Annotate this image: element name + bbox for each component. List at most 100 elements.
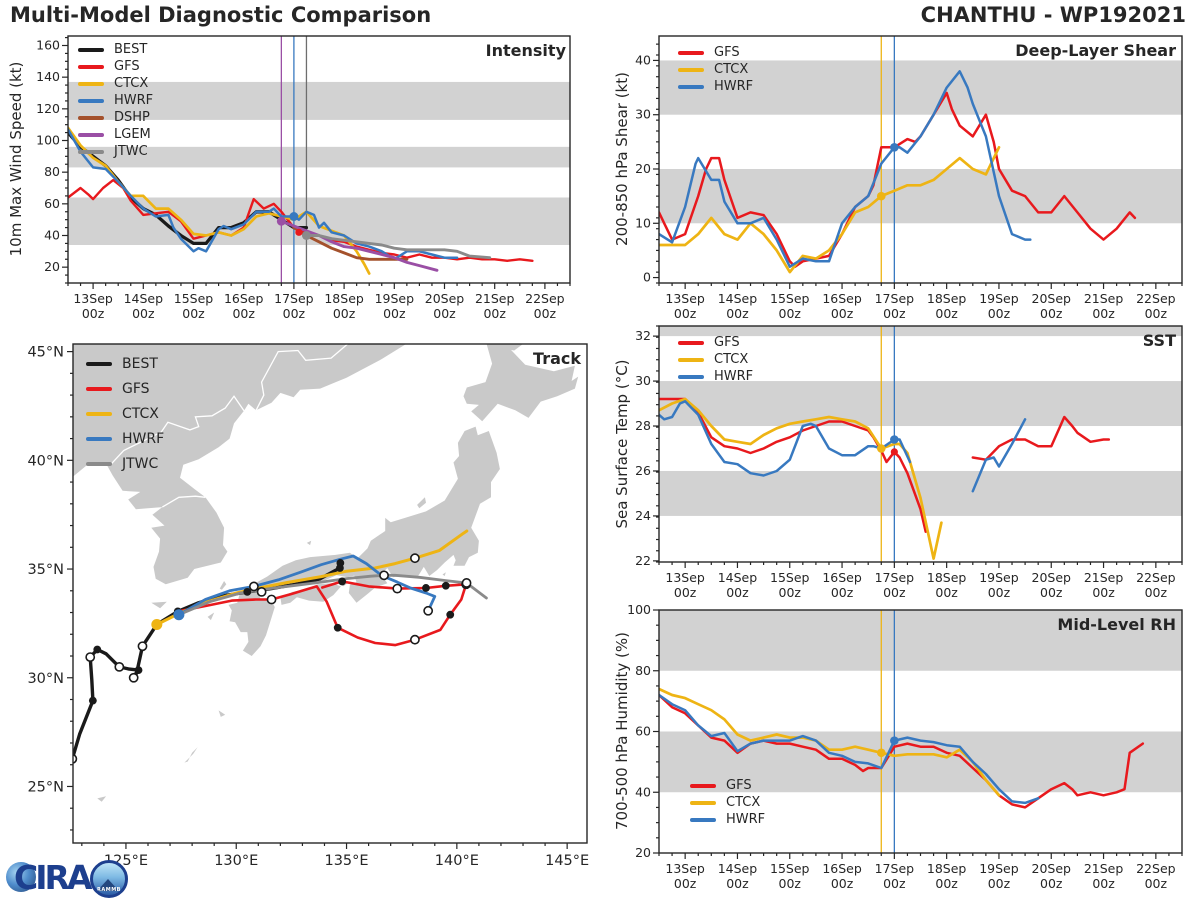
model-start-marker: [173, 609, 185, 621]
sst-series-HWRF: [659, 400, 912, 477]
legend-label: GFS: [114, 59, 140, 74]
legend-entry-DSHP: DSHP: [78, 109, 153, 126]
intensity-ylabel: 10m Max Wind Speed (kt): [7, 61, 25, 257]
svg-text:18Sep: 18Sep: [324, 291, 364, 306]
svg-text:10: 10: [635, 215, 651, 230]
svg-text:100: 100: [36, 133, 60, 148]
svg-text:145°E: 145°E: [545, 853, 589, 869]
svg-text:20Sep: 20Sep: [425, 291, 465, 306]
legend-label: HWRF: [714, 369, 754, 384]
position-marker-open: [266, 594, 277, 605]
legend-entry-JTWC: JTWC: [86, 451, 164, 476]
position-marker-open: [128, 672, 139, 683]
legend-swatch: [678, 340, 704, 345]
legend-label: HWRF: [122, 430, 165, 447]
svg-text:00z: 00z: [779, 876, 802, 891]
svg-text:35°N: 35°N: [27, 562, 64, 578]
landmass: [218, 710, 226, 717]
legend-swatch: [78, 132, 104, 137]
svg-text:00z: 00z: [1145, 306, 1168, 321]
sst-series-CTCX: [659, 397, 943, 560]
legend-label: CTCX: [714, 62, 749, 77]
svg-text:30°N: 30°N: [27, 671, 64, 687]
svg-text:00z: 00z: [831, 876, 854, 891]
svg-text:00z: 00z: [779, 585, 802, 600]
track-map-panel: [73, 344, 579, 802]
sst-init-dot: [890, 448, 898, 456]
svg-text:19Sep: 19Sep: [979, 570, 1019, 585]
position-marker-open: [248, 581, 259, 592]
svg-text:19Sep: 19Sep: [375, 291, 415, 306]
svg-text:00z: 00z: [333, 306, 356, 321]
position-marker-filled: [88, 696, 97, 705]
legend-entry-HWRF: HWRF: [78, 92, 153, 109]
svg-text:00z: 00z: [674, 876, 697, 891]
svg-text:00z: 00z: [935, 876, 958, 891]
svg-text:19Sep: 19Sep: [979, 861, 1019, 876]
position-marker-open: [85, 652, 96, 662]
svg-text:00z: 00z: [534, 306, 557, 321]
svg-text:00z: 00z: [1040, 876, 1063, 891]
svg-text:22Sep: 22Sep: [1136, 861, 1176, 876]
landmass: [184, 747, 198, 763]
svg-text:00z: 00z: [726, 876, 749, 891]
svg-text:00z: 00z: [1092, 585, 1115, 600]
shear-series-HWRF: [659, 70, 1032, 268]
rh-series-CTCX: [659, 687, 1001, 797]
position-marker-filled: [134, 666, 143, 675]
sst-series-HWRF: [971, 418, 1027, 493]
svg-text:16Sep: 16Sep: [822, 291, 862, 306]
svg-text:20: 20: [44, 259, 60, 274]
legend-label: HWRF: [114, 93, 154, 108]
legend-label: HWRF: [726, 812, 766, 827]
rh-panel-title: Mid-Level RH: [1057, 615, 1176, 634]
svg-text:00z: 00z: [433, 306, 456, 321]
position-marker-filled: [338, 577, 347, 586]
svg-text:00z: 00z: [283, 306, 306, 321]
svg-text:00z: 00z: [831, 306, 854, 321]
svg-text:40: 40: [44, 228, 60, 243]
svg-text:19Sep: 19Sep: [979, 291, 1019, 306]
svg-text:40°N: 40°N: [27, 453, 64, 469]
svg-text:00z: 00z: [483, 306, 506, 321]
svg-text:28: 28: [635, 418, 651, 433]
svg-text:00z: 00z: [1145, 585, 1168, 600]
shear-series-CTCX: [659, 145, 1001, 274]
svg-text:20Sep: 20Sep: [1032, 291, 1072, 306]
legend-label: GFS: [714, 335, 740, 350]
legend-entry-GFS: GFS: [86, 376, 164, 401]
svg-text:14Sep: 14Sep: [124, 291, 164, 306]
legend-swatch: [78, 47, 104, 52]
landmass: [501, 344, 523, 351]
position-marker-open: [423, 605, 434, 616]
position-marker-open: [256, 586, 267, 597]
landmass: [219, 581, 227, 590]
landmass: [306, 540, 312, 546]
position-marker-filled: [441, 581, 450, 590]
legend-swatch: [690, 817, 716, 822]
legend-swatch: [86, 361, 112, 366]
svg-text:21Sep: 21Sep: [1084, 570, 1124, 585]
svg-text:24: 24: [635, 508, 651, 523]
legend-entry-CTCX: CTCX: [86, 401, 164, 426]
rammb-badge-icon: RAMMB: [90, 860, 128, 898]
sst-init-dot: [890, 435, 899, 444]
svg-text:0: 0: [643, 270, 651, 285]
svg-text:00z: 00z: [726, 306, 749, 321]
legend-swatch: [86, 411, 112, 416]
svg-text:00z: 00z: [883, 585, 906, 600]
svg-text:21Sep: 21Sep: [475, 291, 515, 306]
legend-entry-HWRF: HWRF: [678, 368, 753, 385]
svg-text:00z: 00z: [883, 306, 906, 321]
svg-text:100: 100: [627, 602, 651, 617]
svg-text:13Sep: 13Sep: [665, 861, 705, 876]
sst-series-GFS: [971, 415, 1111, 461]
legend-swatch: [678, 50, 704, 55]
svg-text:00z: 00z: [1092, 306, 1115, 321]
svg-text:00z: 00z: [726, 585, 749, 600]
country-border: [161, 495, 206, 508]
legend-label: BEST: [122, 355, 158, 372]
landmass: [73, 344, 407, 585]
svg-text:00z: 00z: [232, 306, 255, 321]
